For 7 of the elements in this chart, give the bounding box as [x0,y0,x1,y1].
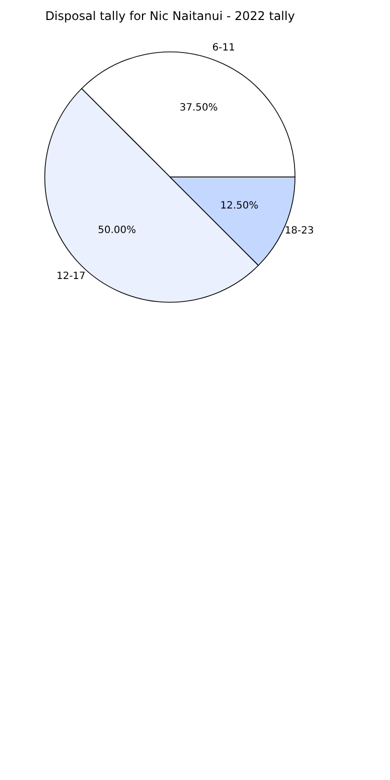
data-label: 37.50% [180,102,218,114]
chart-title: Disposal tally for Nic Naitanui - 2022 tally [45,9,295,23]
data-label: 12.50% [220,200,258,212]
slice-label: 18-23 [284,226,314,237]
slice-label: 12-17 [56,270,86,282]
data-label: 50.00% [98,225,136,236]
slice-label: 6-11 [212,42,235,54]
